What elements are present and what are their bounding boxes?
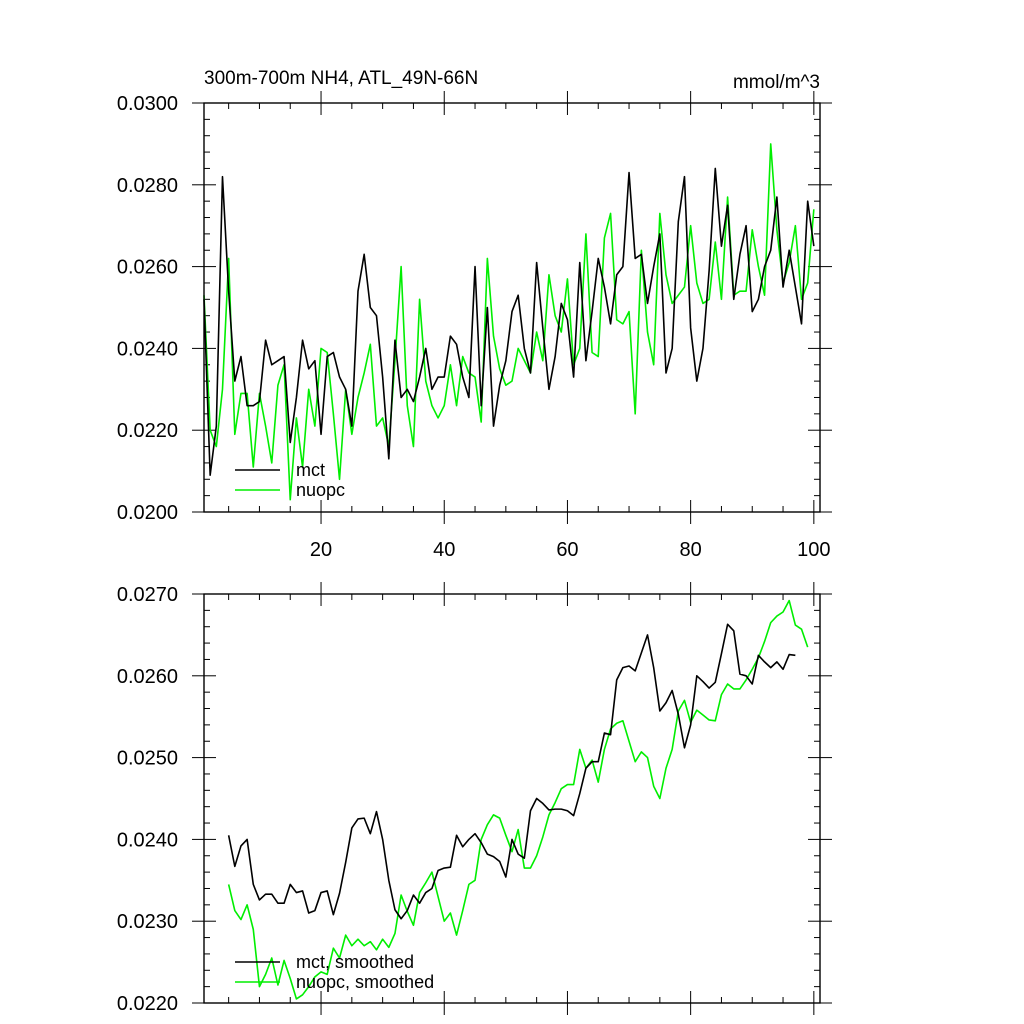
bottom-panel: 0.0220 0.0230 0.0240 0.0250 0.0260 0.0270 mct… (117, 582, 832, 1015)
top-panel-lines (203, 143, 815, 501)
legend-label-mct: mct, smoothed (296, 952, 414, 972)
x-tick-label: 20 (310, 539, 332, 561)
y-tick-label: 0.0270 (117, 584, 178, 606)
top-panel: 300m-700m NH4, ATL_49N-66N mmol/m^3 20 40… (117, 68, 832, 561)
x-tick-label: 40 (433, 539, 455, 561)
top-panel-frame (203, 102, 821, 513)
x-tick-label: 60 (556, 539, 578, 561)
y-tick-label: 0.0200 (117, 502, 178, 524)
legend-label-mct: mct (296, 460, 325, 480)
series-line-mct (203, 167, 815, 476)
x-tick-label: 80 (680, 539, 702, 561)
y-tick-label: 0.0250 (117, 748, 178, 770)
legend-label-nuopc: nuopc, smoothed (296, 972, 434, 992)
top-panel-units: mmol/m^3 (733, 72, 820, 93)
y-tick-label: 0.0240 (117, 829, 178, 851)
y-tick-label: 0.0260 (117, 666, 178, 688)
series-line-mct (227, 623, 796, 920)
y-tick-label: 0.0220 (117, 993, 178, 1015)
y-tick-label: 0.0240 (117, 338, 178, 360)
bottom-panel-lines (227, 599, 809, 1000)
series-line-nuopc (227, 599, 809, 1000)
y-tick-label: 0.0300 (117, 93, 178, 115)
bottom-panel-frame (203, 593, 821, 1004)
y-tick-label: 0.0280 (117, 175, 178, 197)
y-tick-label: 0.0220 (117, 420, 178, 442)
y-tick-label: 0.0230 (117, 911, 178, 933)
x-tick-label: 100 (797, 539, 830, 561)
y-tick-label: 0.0260 (117, 257, 178, 279)
series-line-nuopc (203, 143, 815, 501)
top-panel-ticks: 20 40 60 80 100 0.0200 0.0220 0.0240 0.0260 0.028… (117, 91, 832, 561)
legend-label-nuopc: nuopc (296, 480, 345, 500)
top-panel-title: 300m-700m NH4, ATL_49N-66N (204, 68, 478, 89)
bottom-panel-ticks: 0.0220 0.0230 0.0240 0.0250 0.0260 0.0270 (117, 582, 832, 1015)
